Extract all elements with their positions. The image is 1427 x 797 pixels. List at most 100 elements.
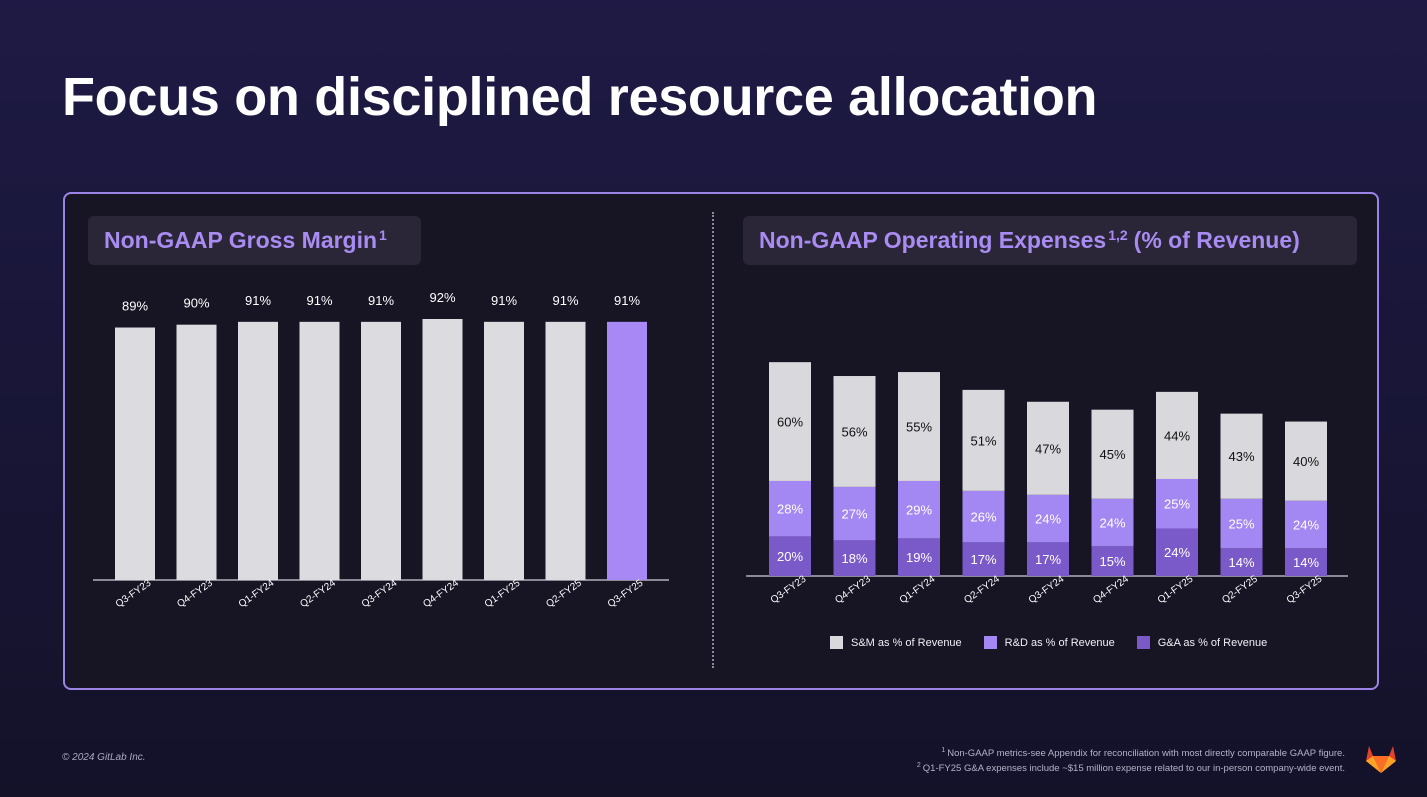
- gm-tick-label: Q2-FY25: [544, 578, 584, 611]
- gm-value-label: 92%: [429, 290, 455, 305]
- footnote-2-text: Q1-FY25 G&A expenses include ~$15 millio…: [922, 763, 1345, 775]
- gm-bar-Q4-FY23: [176, 324, 217, 580]
- opex-value-label-sm: 44%: [1164, 428, 1190, 443]
- gross-margin-title-footnote: 1: [379, 226, 387, 243]
- gm-value-label: 91%: [614, 293, 640, 308]
- opex-value-label-sm: 47%: [1035, 441, 1061, 456]
- panel-divider: [712, 212, 714, 668]
- opex-tick-label: Q3-FY25: [1285, 574, 1325, 607]
- opex-value-label-ga: 17%: [970, 552, 996, 567]
- gm-value-label: 91%: [245, 293, 271, 308]
- opex-chart-title: Non-GAAP Operating Expenses 1,2 (% of Re…: [743, 216, 1357, 265]
- legend-label-rd: R&D as % of Revenue: [1004, 636, 1115, 649]
- gm-value-label: 90%: [183, 296, 209, 311]
- opex-bar-sm-Q1-FY24: [898, 372, 940, 481]
- gm-bar-Q2-FY25: [545, 321, 586, 580]
- gm-bar-Q3-FY25: [607, 321, 647, 580]
- legend-item-sm: S&M as % of Revenue: [830, 636, 962, 649]
- opex-title-suffix: (% of Revenue): [1133, 227, 1300, 253]
- legend-swatch-sm: [830, 636, 843, 649]
- opex-value-label-ga: 20%: [777, 549, 803, 564]
- opex-value-label-ga: 18%: [841, 551, 867, 566]
- gross-margin-chart: 89% Q3-FY23 90% Q4-FY23 91% Q1-FY24 91% Q2-FY24…: [93, 290, 669, 611]
- opex-value-label-sm: 60%: [777, 415, 803, 430]
- opex-value-label-sm: 40%: [1293, 454, 1319, 469]
- opex-bar-sm-Q2-FY25: [1220, 413, 1263, 499]
- opex-bar-sm-Q1-FY25: [1156, 391, 1198, 479]
- opex-bar-sm-Q3-FY23: [769, 362, 811, 481]
- gm-tick-label: Q3-FY23: [114, 578, 154, 611]
- opex-value-label-sm: 45%: [1099, 447, 1125, 462]
- opex-value-label-ga: 19%: [906, 550, 932, 565]
- gm-bar-Q1-FY25: [484, 321, 524, 580]
- legend-swatch-rd: [983, 636, 997, 649]
- opex-value-label-rd: 28%: [777, 502, 803, 517]
- opex-bar-sm-Q3-FY25: [1285, 421, 1327, 501]
- legend-swatch-ga: [1136, 636, 1150, 649]
- opex-value-label-ga: 17%: [1035, 552, 1061, 567]
- operating-expenses-chart: 20% 28% 60% Q3-FY23 18% 27% 56% Q4-FY23 19% 29% 55…: [746, 362, 1348, 607]
- gm-tick-label: Q4-FY23: [175, 578, 215, 611]
- opex-bar-rd-Q2-FY25: [1220, 498, 1263, 549]
- opex-bar-ga-Q2-FY24: [962, 542, 1005, 576]
- opex-value-label-ga: 24%: [1164, 545, 1190, 560]
- gm-bar-Q3-FY24: [361, 321, 401, 580]
- footnotes: 1 Non-GAAP metrics-see Appendix for recon…: [917, 745, 1345, 775]
- legend-item-ga: G&A as % of Revenue: [1136, 636, 1268, 649]
- opex-value-label-sm: 56%: [841, 424, 867, 439]
- opex-bar-ga-Q3-FY23: [769, 536, 811, 576]
- opex-tick-label: Q1-FY25: [1156, 574, 1196, 607]
- footnote-1-text: Non-GAAP metrics-see Appendix for reconc…: [947, 748, 1345, 760]
- opex-bar-rd-Q1-FY25: [1156, 478, 1198, 529]
- opex-bar-ga-Q1-FY24: [898, 538, 940, 576]
- footnote-2-marker: 2: [916, 762, 921, 770]
- opex-value-label-ga: 14%: [1228, 555, 1254, 570]
- opex-bar-rd-Q1-FY24: [898, 480, 940, 539]
- gross-margin-title-text: Non-GAAP Gross Margin: [104, 227, 378, 253]
- footnote-2: 2 Q1-FY25 G&A expenses include ~$15 milli…: [917, 760, 1345, 775]
- opex-tick-label: Q4-FY23: [833, 574, 873, 607]
- gm-value-label: 91%: [491, 293, 517, 308]
- gm-tick-label: Q3-FY25: [606, 578, 646, 611]
- opex-bar-rd-Q4-FY24: [1091, 498, 1134, 547]
- gm-value-label: 91%: [368, 293, 394, 308]
- gm-bar-Q3-FY23: [115, 327, 155, 580]
- opex-bar-ga-Q2-FY25: [1220, 548, 1263, 576]
- gm-tick-label: Q3-FY24: [360, 578, 400, 611]
- opex-bar-ga-Q4-FY23: [833, 540, 876, 576]
- gitlab-tanuki-icon: [1366, 746, 1396, 773]
- opex-bar-rd-Q3-FY24: [1027, 494, 1069, 543]
- opex-bar-sm-Q2-FY24: [962, 389, 1005, 491]
- opex-bar-ga-Q1-FY25: [1156, 528, 1198, 576]
- opex-value-label-rd: 24%: [1035, 512, 1061, 527]
- gm-value-label: 91%: [306, 293, 332, 308]
- gm-value-label: 89%: [122, 299, 148, 314]
- opex-tick-label: Q2-FY25: [1220, 574, 1260, 607]
- legend-label-ga: G&A as % of Revenue: [1157, 636, 1268, 649]
- opex-value-label-rd: 25%: [1228, 517, 1254, 532]
- opex-legend: S&M as % of Revenue R&D as % of Revenue …: [830, 636, 1267, 649]
- opex-value-label-rd: 26%: [970, 510, 996, 525]
- footnote-1: 1 Non-GAAP metrics-see Appendix for recon…: [917, 745, 1345, 760]
- opex-value-label-sm: 55%: [906, 420, 932, 435]
- opex-bar-ga-Q3-FY24: [1027, 542, 1069, 576]
- opex-tick-label: Q4-FY24: [1091, 574, 1131, 607]
- opex-tick-label: Q3-FY23: [769, 574, 809, 607]
- opex-title-footnote: 1,2: [1108, 226, 1128, 243]
- gm-bar-Q2-FY24: [299, 321, 340, 580]
- opex-value-label-sm: 51%: [970, 433, 996, 448]
- gm-bar-Q1-FY24: [238, 321, 278, 580]
- opex-bar-rd-Q4-FY23: [833, 486, 876, 541]
- opex-value-label-rd: 24%: [1293, 518, 1319, 533]
- opex-tick-label: Q3-FY24: [1027, 574, 1067, 607]
- opex-value-label-rd: 29%: [906, 503, 932, 518]
- opex-tick-label: Q1-FY24: [898, 574, 938, 607]
- opex-bar-rd-Q3-FY23: [769, 480, 811, 537]
- opex-value-label-sm: 43%: [1228, 449, 1254, 464]
- opex-bar-sm-Q4-FY23: [833, 376, 876, 487]
- legend-item-rd: R&D as % of Revenue: [983, 636, 1115, 649]
- gross-margin-chart-title: Non-GAAP Gross Margin 1: [88, 216, 421, 265]
- gm-tick-label: Q1-FY24: [237, 578, 277, 611]
- opex-title-text: Non-GAAP Operating Expenses: [759, 227, 1107, 253]
- gm-tick-label: Q4-FY24: [421, 578, 461, 611]
